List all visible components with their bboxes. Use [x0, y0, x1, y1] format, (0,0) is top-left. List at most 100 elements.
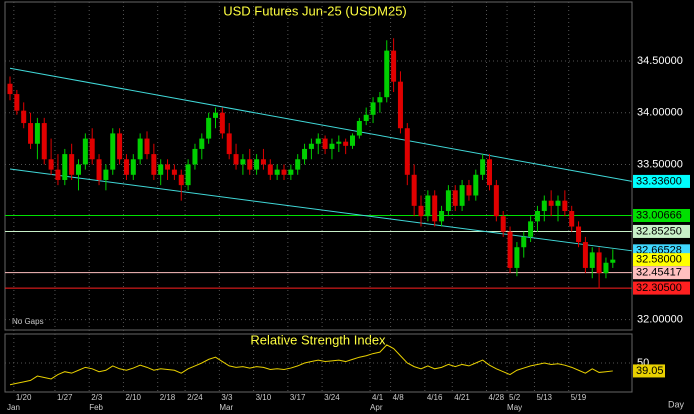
candle-body	[589, 252, 595, 268]
x-tick-label: 3/10	[256, 393, 272, 402]
candle-body	[267, 164, 273, 175]
candle-body	[397, 81, 403, 129]
candle-body	[569, 211, 575, 227]
price-label-box	[633, 224, 690, 238]
candle-body	[315, 138, 321, 144]
candle-body	[28, 123, 34, 144]
rsi-title: Relative Strength Index	[250, 332, 386, 347]
chart-title: USD Futures Jun-25 (USDM25)	[223, 3, 407, 18]
candle-body	[336, 141, 342, 144]
candle-body	[302, 148, 308, 160]
candle-body	[123, 159, 129, 175]
x-tick-label: 5/13	[536, 393, 552, 402]
candle-body	[548, 200, 554, 206]
candle-body	[493, 185, 499, 217]
candle-body	[82, 138, 88, 165]
x-tick-label: 1/20	[16, 393, 32, 402]
candle-body	[445, 190, 451, 212]
rsi-last-label: 39.05	[636, 365, 664, 377]
candle-body	[192, 148, 198, 165]
candle-body	[130, 159, 136, 175]
candle-body	[7, 83, 13, 95]
x-tick-label: 4/16	[427, 393, 443, 402]
gap-note: No Gaps	[12, 317, 44, 326]
candle-body	[96, 159, 102, 180]
candle-body	[76, 164, 81, 175]
x-tick-label: 3/17	[290, 393, 306, 402]
candle-body	[260, 159, 266, 165]
x-tick-label: 4/28	[489, 393, 505, 402]
candle-body	[487, 159, 492, 186]
candle-body	[500, 216, 506, 232]
candle-body	[576, 226, 582, 243]
x-tick-label: 4/1	[372, 393, 384, 402]
price-label-box	[633, 253, 690, 267]
x-tick-label: 3/24	[324, 393, 340, 402]
candle-body	[507, 231, 513, 268]
price-label-box	[633, 266, 690, 280]
candle-body	[137, 138, 143, 160]
candle-body	[247, 159, 253, 170]
y-tick-label: 34.00000	[637, 107, 683, 119]
price-label: 32.45417	[636, 267, 682, 279]
candle-body	[610, 259, 616, 263]
candle-body	[41, 123, 47, 160]
price-label: 33.00666	[636, 209, 682, 221]
y-tick-label: 32.00000	[637, 314, 683, 326]
candle-body	[514, 247, 520, 268]
candle-body	[391, 50, 397, 82]
x-tick-label: 2/24	[187, 393, 203, 402]
candle-body	[322, 138, 328, 149]
candle-body	[596, 252, 602, 274]
candle-body	[534, 211, 540, 222]
month-label: Jan	[7, 403, 20, 412]
candle-body	[55, 169, 61, 180]
candle-body	[582, 242, 588, 268]
candle-body	[432, 195, 438, 222]
price-label: 32.85250	[636, 225, 682, 237]
candle-body	[370, 102, 376, 115]
x-tick-label: 2/3	[91, 393, 103, 402]
candle-body	[356, 120, 362, 136]
price-label-box	[633, 208, 690, 222]
candle-body	[418, 205, 424, 217]
trendline	[9, 67, 633, 182]
rsi-label-box	[633, 364, 665, 378]
candle-body	[89, 138, 95, 160]
candle-body	[165, 164, 171, 170]
candle-body	[171, 169, 177, 175]
x-tick-label: 4/8	[393, 393, 405, 402]
x-tick-label: 1/27	[57, 393, 73, 402]
price-panel	[4, 1, 633, 331]
candle-body	[158, 164, 164, 175]
month-label: Apr	[370, 403, 383, 412]
x-tick-label: 2/10	[125, 393, 141, 402]
candle-body	[528, 221, 534, 237]
candle-body	[34, 123, 40, 144]
candle-body	[411, 174, 417, 206]
candle-body	[281, 169, 287, 175]
candle-body	[466, 185, 472, 196]
candle-body	[178, 174, 184, 186]
candle-body	[329, 143, 335, 149]
candle-body	[452, 190, 458, 206]
candle-body	[14, 94, 20, 111]
candle-body	[144, 138, 150, 155]
candle-body	[117, 133, 123, 160]
y-tick-label: 34.50000	[637, 55, 683, 67]
price-label-box	[633, 174, 690, 188]
y-tick-label: 33.50000	[637, 158, 683, 170]
month-label: Feb	[89, 403, 103, 412]
x-axis-label: Day	[668, 399, 685, 409]
candle-body	[555, 200, 561, 206]
price-label: 32.58000	[636, 254, 682, 266]
candle-body	[603, 262, 609, 274]
candle-body	[363, 114, 369, 121]
candle-body	[213, 112, 218, 118]
candle-body	[308, 143, 314, 149]
candle-body	[343, 141, 349, 146]
candle-body	[384, 50, 390, 98]
candle-body	[240, 159, 246, 165]
candle-body	[185, 164, 191, 186]
x-tick-label: 5/19	[571, 393, 587, 402]
